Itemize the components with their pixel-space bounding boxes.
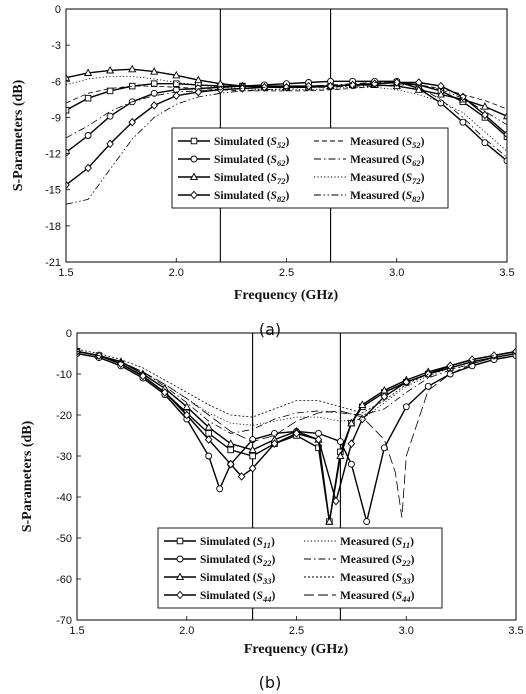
- y-tick-label: -30: [56, 451, 72, 463]
- data-point: [347, 460, 355, 468]
- x-tick-label: 3.0: [389, 267, 404, 279]
- data-point: [446, 370, 454, 378]
- y-tick-label: -6: [51, 76, 61, 88]
- data-point: [249, 452, 256, 460]
- data-point: [216, 485, 224, 493]
- data-point: [363, 518, 371, 526]
- legend-box: [157, 527, 443, 609]
- data-point: [227, 446, 234, 454]
- legend-label: Simulated (S22): [200, 554, 275, 568]
- series-line: [66, 84, 507, 205]
- data-point: [173, 80, 180, 87]
- chart-b-ylabel: S-Parameters (dB): [20, 420, 35, 532]
- chart-a-caption: (a): [259, 320, 281, 339]
- data-point: [106, 112, 114, 120]
- chart-b-caption: (b): [259, 673, 282, 692]
- x-tick-label: 3.5: [508, 625, 523, 637]
- legend-label: Measured (S62): [350, 154, 425, 168]
- series-line: [77, 351, 516, 518]
- series-line: [66, 76, 507, 152]
- y-tick-label: -18: [45, 221, 61, 233]
- x-tick-label: 3.5: [499, 267, 514, 279]
- legend-label: Simulated (S44): [200, 590, 275, 604]
- chart-a-ylabel: S-Parameters (dB): [11, 79, 26, 191]
- x-tick-label: 2.0: [169, 267, 184, 279]
- series-line: [66, 82, 507, 158]
- y-tick-label: 0: [66, 328, 72, 340]
- data-point: [172, 91, 180, 100]
- legend-label: Simulated (S72): [214, 172, 289, 186]
- legend-label: Simulated (S82): [214, 190, 289, 204]
- data-point: [205, 452, 213, 460]
- legend-label: Measured (S82): [350, 190, 425, 204]
- chart-a-xlabel: Frequency (GHz): [234, 288, 339, 303]
- data-point: [459, 118, 467, 126]
- y-tick-label: -50: [56, 533, 72, 545]
- series-line: [77, 351, 516, 434]
- series-line: [77, 351, 516, 426]
- legend-marker: [176, 537, 184, 545]
- chart-a: 1.5 2.0 2.5 3.0 3.5 0 -3 -6 -9 -12 -15 -18 -21 S-Par…: [11, 4, 515, 339]
- series-line: [66, 84, 507, 110]
- data-point: [402, 403, 410, 411]
- legend-label: Simulated (S62): [214, 154, 289, 168]
- legend-label: Simulated (S11): [200, 536, 275, 550]
- data-point: [84, 94, 92, 102]
- y-tick-label: -3: [51, 40, 61, 52]
- y-tick-label: -15: [45, 185, 61, 197]
- legend-label: Measured (S22): [340, 554, 415, 568]
- x-tick-label: 3.0: [399, 625, 414, 637]
- legend-label: Measured (S52): [350, 136, 425, 150]
- x-tick-label: 2.5: [289, 625, 304, 637]
- data-point: [84, 132, 92, 139]
- y-tick-label: -20: [56, 410, 72, 422]
- legend-label: Measured (S33): [340, 572, 415, 586]
- legend-marker: [190, 155, 198, 163]
- y-tick-label: -70: [56, 615, 72, 627]
- x-tick-label: 2.5: [279, 267, 294, 279]
- data-point: [336, 438, 344, 446]
- y-tick-label: -9: [51, 112, 61, 124]
- legend-marker: [176, 555, 184, 563]
- y-tick-label: -60: [56, 574, 72, 586]
- y-tick-label: -40: [56, 492, 72, 504]
- chart-b: 1.5 2.0 2.5 3.0 3.5 0 -10 -20 -30 -40 -50 -60 -70 S-…: [20, 328, 524, 692]
- legend-label: Simulated (S52): [214, 136, 289, 150]
- chart-a-legend: Simulated (S52) Simulated (S62) Simulated …: [171, 127, 449, 209]
- y-tick-label: -12: [45, 149, 61, 161]
- x-tick-label: 1.5: [58, 267, 73, 279]
- legend-label: Measured (S11): [340, 536, 414, 550]
- data-point: [347, 439, 356, 448]
- x-tick-label: 1.5: [69, 625, 84, 637]
- x-tick-label: 2.0: [179, 625, 194, 637]
- legend-marker: [190, 137, 198, 145]
- legend-label: Measured (S44): [340, 590, 415, 604]
- data-point: [150, 80, 158, 87]
- y-tick-label: -10: [56, 369, 72, 381]
- legend-label: Measured (S72): [350, 172, 425, 186]
- chart-b-xlabel: Frequency (GHz): [244, 642, 349, 657]
- chart-b-legend: Simulated (S11) Simulated (S22) Simulated …: [157, 527, 443, 609]
- y-tick-label: -21: [45, 257, 61, 269]
- series-line: [77, 349, 516, 418]
- legend-box: [171, 127, 449, 209]
- y-tick-label: 0: [55, 4, 61, 16]
- legend-label: Simulated (S33): [200, 572, 275, 586]
